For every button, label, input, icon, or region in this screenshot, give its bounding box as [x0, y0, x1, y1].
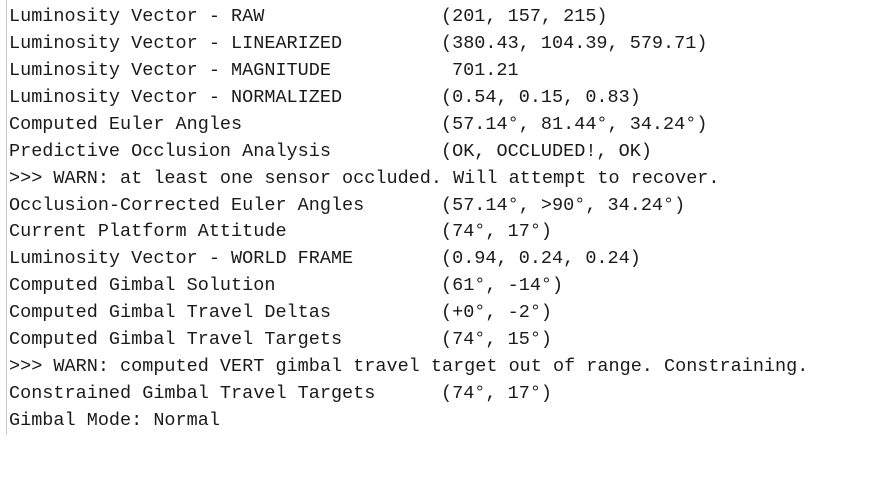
warning-text: >>> WARN: computed VERT gimbal travel ta… — [9, 356, 809, 377]
log-line-luminosity-magnitude: Luminosity Vector - MAGNITUDE 701.21 — [9, 57, 519, 84]
log-label: Computed Gimbal Travel Targets — [9, 329, 343, 350]
console-output[interactable]: Luminosity Vector - RAW (201, 157, 215) … — [0, 0, 887, 435]
log-label: Constrained Gimbal Travel Targets — [9, 383, 376, 404]
console-left-border — [6, 0, 7, 435]
log-label: Luminosity Vector - RAW — [9, 6, 265, 27]
log-value: (+0°, -2°) — [441, 302, 553, 323]
log-label: Computed Gimbal Travel Deltas — [9, 302, 331, 323]
log-value: (201, 157, 215) — [441, 6, 608, 27]
warning-text: >>> WARN: at least one sensor occluded. … — [9, 168, 720, 189]
log-line-platform-attitude: Current Platform Attitude (74°, 17°) — [9, 218, 552, 245]
status-text: Gimbal Mode: Normal — [9, 410, 220, 431]
log-value: 701.21 — [452, 60, 519, 81]
log-value: (74°, 17°) — [441, 383, 553, 404]
log-line-warn-out-of-range: >>> WARN: computed VERT gimbal travel ta… — [9, 353, 808, 380]
log-line-corrected-euler: Occlusion-Corrected Euler Angles (57.14°… — [9, 192, 685, 219]
log-value: (74°, 15°) — [441, 329, 553, 350]
log-label: Current Platform Attitude — [9, 221, 287, 242]
log-line-luminosity-normalized: Luminosity Vector - NORMALIZED (0.54, 0.… — [9, 84, 641, 111]
log-label: Occlusion-Corrected Euler Angles — [9, 195, 365, 216]
log-line-constrained-targets: Constrained Gimbal Travel Targets (74°, … — [9, 380, 552, 407]
log-line-occlusion-analysis: Predictive Occlusion Analysis (OK, OCCLU… — [9, 138, 652, 165]
log-value: (OK, OCCLUDED!, OK) — [441, 141, 652, 162]
log-value: (0.94, 0.24, 0.24) — [441, 248, 641, 269]
log-label: Luminosity Vector - WORLD FRAME — [9, 248, 354, 269]
log-value: (0.54, 0.15, 0.83) — [441, 87, 641, 108]
log-label: Luminosity Vector - MAGNITUDE — [9, 60, 331, 81]
log-line-gimbal-mode: Gimbal Mode: Normal — [9, 407, 220, 434]
log-label: Luminosity Vector - NORMALIZED — [9, 87, 343, 108]
log-value: (57.14°, 81.44°, 34.24°) — [441, 114, 708, 135]
log-line-gimbal-solution: Computed Gimbal Solution (61°, -14°) — [9, 272, 563, 299]
log-line-warn-occluded: >>> WARN: at least one sensor occluded. … — [9, 165, 720, 192]
log-line-gimbal-deltas: Computed Gimbal Travel Deltas (+0°, -2°) — [9, 299, 552, 326]
log-line-luminosity-raw: Luminosity Vector - RAW (201, 157, 215) — [9, 3, 608, 30]
log-label: Computed Gimbal Solution — [9, 275, 276, 296]
log-value: (380.43, 104.39, 579.71) — [441, 33, 708, 54]
log-line-euler-angles: Computed Euler Angles (57.14°, 81.44°, 3… — [9, 111, 707, 138]
log-value: (74°, 17°) — [441, 221, 553, 242]
log-line-world-frame: Luminosity Vector - WORLD FRAME (0.94, 0… — [9, 245, 641, 272]
log-value: (57.14°, >90°, 34.24°) — [441, 195, 686, 216]
log-value: (61°, -14°) — [441, 275, 564, 296]
log-line-luminosity-linearized: Luminosity Vector - LINEARIZED (380.43, … — [9, 30, 707, 57]
log-label: Predictive Occlusion Analysis — [9, 141, 331, 162]
log-label: Luminosity Vector - LINEARIZED — [9, 33, 343, 54]
log-label: Computed Euler Angles — [9, 114, 243, 135]
log-line-gimbal-targets: Computed Gimbal Travel Targets (74°, 15°… — [9, 326, 552, 353]
